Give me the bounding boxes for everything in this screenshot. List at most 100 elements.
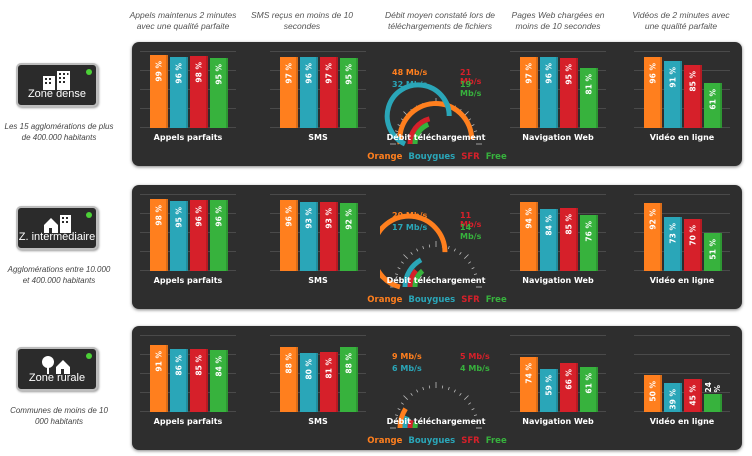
gridline (634, 51, 730, 52)
gridline (634, 232, 730, 233)
zone-badge[interactable]: Zone dense (16, 63, 98, 107)
gauge-tick (471, 124, 475, 127)
speed-label: 29 Mb/s (392, 211, 428, 220)
bar-sfr: 97 % (320, 56, 338, 128)
bar-label: 96 % (648, 63, 658, 84)
zone-panel: 98 % 95 % 96 % 96 % Appels parfaits 96 % 93 % 9… (132, 185, 742, 309)
legend-free: Free (485, 152, 507, 162)
legend-sfr: SFR (461, 152, 480, 162)
bar-sfr: 70 % (684, 219, 702, 271)
bar-orange: 88 % (280, 347, 298, 412)
bar-label: 84 % (214, 356, 224, 377)
bar-free: 95 % (340, 57, 358, 128)
gauge-tick (471, 267, 475, 270)
metric-chart: 50 % 39 % 45 % 24 % Vidéo en ligne (632, 332, 732, 444)
gridline (270, 108, 366, 109)
gauge-arc-free (412, 422, 419, 429)
bar-sfr: 95 % (560, 57, 578, 128)
bar-label: 85 % (688, 71, 698, 92)
gauge-tick (394, 273, 399, 276)
gauge-tick (471, 408, 475, 411)
bar-sfr: 85 % (190, 349, 208, 412)
gauge-arc-orange (370, 213, 448, 290)
metric-chart: 98 % 95 % 96 % 96 % Appels parfaits (138, 191, 238, 303)
throughput-gauge: 9 Mb/s 6 Mb/s 5 Mb/s 4 Mb/s Débit télécharge… (380, 332, 492, 444)
legend-bouygues: Bouygues (408, 295, 456, 305)
zone-badge[interactable]: Zone rurale (16, 347, 98, 391)
bar-label: 98 % (154, 204, 164, 226)
gauge-arc-orange (397, 407, 408, 429)
bar-label: 73 % (668, 223, 678, 244)
legend-sfr: SFR (461, 436, 480, 446)
gridline (634, 270, 730, 271)
gridline (634, 373, 730, 374)
bar-label: 76 % (584, 220, 594, 242)
legend-sfr: SFR (461, 295, 480, 305)
gridline (510, 70, 606, 71)
gridline (510, 127, 606, 128)
gauge-tick (416, 248, 419, 252)
bar-label: 97 % (324, 62, 334, 84)
gauge-arc-bouygues (402, 415, 410, 429)
metric-title: Navigation Web (522, 276, 594, 285)
gauge-arc-bouygues (384, 82, 452, 147)
zone-panel: 99 % 96 % 98 % 95 % Appels parfaits 97 % 96 % 9… (132, 42, 742, 166)
bar-label: 95 % (344, 63, 354, 85)
zone-description: Communes de moins de 10 000 habitants (10, 406, 108, 426)
bar-free: 88 % (340, 347, 358, 412)
gridline (140, 108, 236, 109)
gridline (634, 335, 730, 336)
gauge-tick (473, 273, 478, 276)
gridline (140, 213, 236, 214)
gauge-tick (400, 261, 404, 264)
gridline (634, 70, 730, 71)
bar-label: 98 % (194, 61, 204, 83)
bar-orange: 96 % (280, 200, 298, 271)
header-sms: SMS reçus en moins de 10 secondes (250, 10, 354, 31)
bar-label: 84 % (544, 215, 554, 236)
gauge-tick (397, 408, 401, 411)
bar-label: 50 % (648, 381, 658, 402)
speed-label: 6 Mb/s (392, 364, 422, 373)
zone-panel: 91 % 86 % 85 % 84 % Appels parfaits 88 % 80 % 8… (132, 326, 742, 450)
throughput-title: Débit téléchargement (386, 133, 486, 142)
gridline (510, 108, 606, 109)
throughput-title: Débit téléchargement (386, 276, 486, 285)
bar-label: 96 % (174, 63, 184, 84)
gridline (634, 411, 730, 412)
bar-bouygues: 86 % (170, 348, 188, 412)
metric-title: SMS (308, 417, 328, 426)
gridline (140, 335, 236, 336)
bar-label: 97 % (284, 62, 294, 84)
speed-label: 32 Mb/s (392, 80, 428, 89)
zone-badge[interactable]: Z. intermédiaire (16, 206, 98, 250)
zone-description: Agglomérations entre 10.000 et 400.000 h… (7, 265, 111, 285)
bar-label: 70 % (688, 225, 698, 246)
bar-sfr: 81 % (320, 352, 338, 412)
legend: Orange Bouygues SFR Free (132, 436, 742, 446)
gauge-tick (394, 414, 399, 417)
bar-bouygues: 84 % (540, 209, 558, 271)
bar-sfr: 66 % (560, 363, 578, 412)
gridline (634, 392, 730, 393)
speed-label: 21 Mb/s (460, 68, 482, 86)
bar-free: 84 % (210, 350, 228, 412)
gauge-tick (473, 130, 478, 133)
bar-free: 96 % (210, 200, 228, 271)
gridline (634, 127, 730, 128)
bar-label: 96 % (284, 206, 294, 227)
bar-free: 92 % (340, 203, 358, 271)
bar-bouygues: 96 % (170, 57, 188, 128)
throughput-gauge: 48 Mb/s 32 Mb/s 21 Mb/s 19 Mb/s Débit téléch… (380, 48, 492, 160)
bar-bouygues: 91 % (664, 60, 682, 128)
gauge-tick (464, 254, 469, 259)
legend-free: Free (485, 295, 507, 305)
legend-bouygues: Bouygues (408, 152, 456, 162)
bar-orange: 74 % (520, 357, 538, 412)
gauge-arc-free (412, 268, 425, 288)
bar-label: 95 % (214, 63, 224, 85)
gauge-arc-orange (397, 101, 475, 145)
bar-label: 80 % (304, 359, 314, 380)
speed-label: 14 Mb/s (460, 223, 482, 241)
metric-chart: 97 % 96 % 97 % 95 % SMS (268, 48, 368, 160)
